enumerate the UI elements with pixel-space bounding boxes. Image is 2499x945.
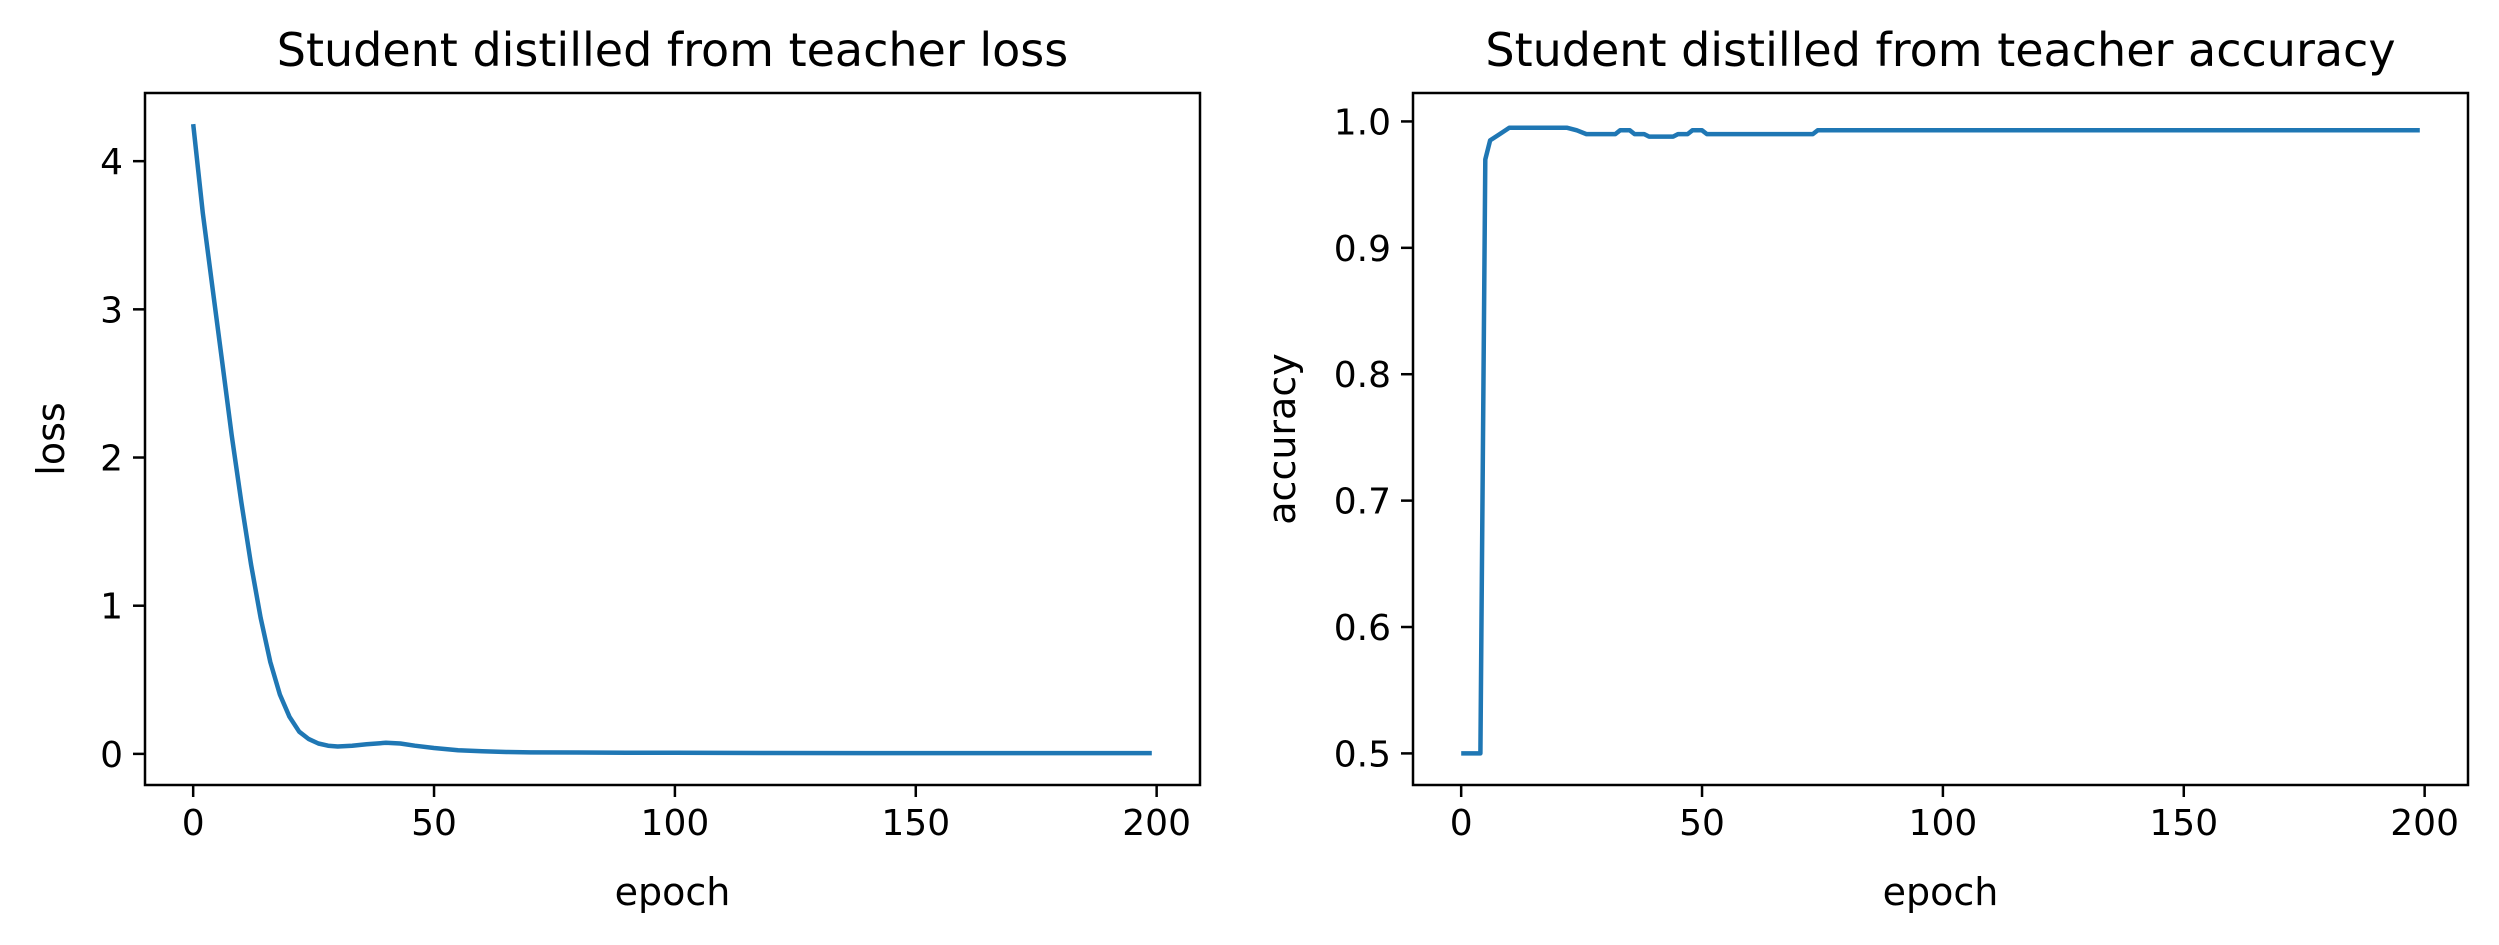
accuracy-x-tick-label: 0 xyxy=(1450,803,1473,844)
accuracy-y-tick-label: 0.8 xyxy=(1334,355,1391,396)
accuracy-y-tick-label: 0.5 xyxy=(1334,734,1391,775)
loss-x-tick-label: 150 xyxy=(881,803,950,844)
loss-y-tick-label: 4 xyxy=(100,142,123,183)
accuracy-y-axis-label: accuracy xyxy=(1260,353,1304,524)
loss-x-tick-label: 100 xyxy=(641,803,710,844)
loss-plot-frame xyxy=(143,91,1202,787)
loss-y-tick-label: 1 xyxy=(100,587,123,628)
accuracy-y-tick-label: 0.7 xyxy=(1334,482,1391,523)
accuracy-plot-frame xyxy=(1411,91,2470,787)
accuracy-y-tick-label: 0.6 xyxy=(1334,608,1391,649)
accuracy-y-tick-label: 1.0 xyxy=(1334,102,1391,143)
accuracy-x-tick-label: 150 xyxy=(2149,803,2218,844)
accuracy-series-line xyxy=(1461,125,2420,756)
loss-y-tick-label: 0 xyxy=(100,735,123,776)
loss-chart: 0 50 100 150 200 0 1 2 3 4 Student distilled from … xyxy=(29,23,1202,914)
accuracy-chart: 0 50 100 150 200 0.5 0.6 0.7 0.8 0.9 1.0 Student di… xyxy=(1260,23,2470,914)
accuracy-x-tick-label: 200 xyxy=(2390,803,2459,844)
loss-y-tick-label: 2 xyxy=(100,439,123,480)
accuracy-x-tick-label: 50 xyxy=(1679,803,1725,844)
accuracy-chart-title: Student distilled from teacher accuracy xyxy=(1485,23,2395,77)
accuracy-x-tick-label: 100 xyxy=(1909,803,1978,844)
loss-y-axis-label: loss xyxy=(29,402,73,475)
loss-x-tick-label: 200 xyxy=(1122,803,1191,844)
accuracy-y-tick-label: 0.9 xyxy=(1334,229,1391,270)
loss-chart-title: Student distilled from teacher loss xyxy=(277,23,1068,77)
loss-x-axis-label: epoch xyxy=(615,870,731,914)
loss-x-tick-label: 50 xyxy=(411,803,457,844)
loss-series-line xyxy=(190,123,1152,756)
loss-x-tick-label: 0 xyxy=(182,803,205,844)
accuracy-x-axis-label: epoch xyxy=(1883,870,1999,914)
loss-y-tick-label: 3 xyxy=(100,290,123,331)
